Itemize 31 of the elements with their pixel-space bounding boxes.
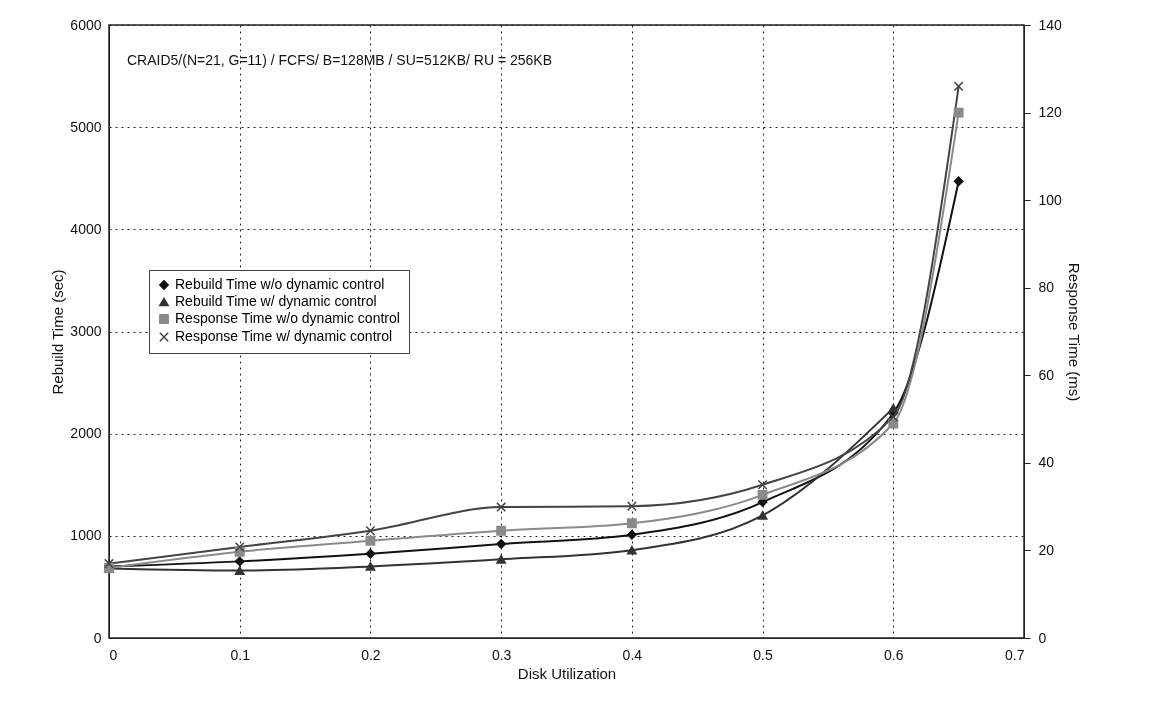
legend-label: Response Time w/o dynamic control	[175, 310, 400, 326]
y2-tick-label: 80	[1038, 279, 1055, 296]
y2-tick-label: 20	[1038, 541, 1055, 558]
y2-tick-label: 120	[1038, 104, 1063, 121]
y2-tick-label: 140	[1038, 16, 1063, 33]
x-tick-label: 0.6	[884, 646, 904, 663]
y-tick-label: 5000	[70, 118, 102, 135]
y2-tick-label: 100	[1038, 191, 1063, 208]
legend-label: Rebuild Time w/ dynamic control	[175, 293, 377, 309]
y2-tick-label: 60	[1038, 366, 1055, 383]
y2-tick-label: 40	[1038, 454, 1055, 471]
x-tick-label: 0.5	[753, 646, 774, 663]
y-tick-label: 1000	[70, 527, 102, 544]
x-tick-label: 0	[109, 646, 118, 663]
y2-axis-title: Response Time (ms)	[1065, 262, 1083, 402]
annotation: CRAID5/(N=21, G=11) / FCFS/ B=128MB / SU=512KB/ RU = 256KB	[127, 52, 552, 68]
y-axis-title: Rebuild Time (sec)	[49, 269, 67, 395]
y-tick-label: 4000	[70, 220, 102, 237]
x-tick-label: 0.3	[491, 646, 512, 663]
legend-label: Response Time w/ dynamic control	[175, 328, 393, 344]
x-tick-label: 0.7	[1005, 646, 1025, 663]
x-axis-title: Disk Utilization	[517, 664, 617, 682]
y-tick-label: 6000	[70, 16, 102, 33]
y-tick-label: 0	[93, 629, 102, 646]
y-tick-label: 2000	[70, 425, 102, 442]
y-tick-label: 3000	[70, 323, 102, 339]
x-tick-label: 0.2	[361, 646, 381, 663]
x-tick-label: 0.1	[230, 646, 251, 663]
legend-label: Rebuild Time w/o dynamic control	[175, 276, 385, 292]
x-tick-label: 0.4	[622, 646, 643, 663]
y2-tick-label: 0	[1038, 629, 1047, 646]
